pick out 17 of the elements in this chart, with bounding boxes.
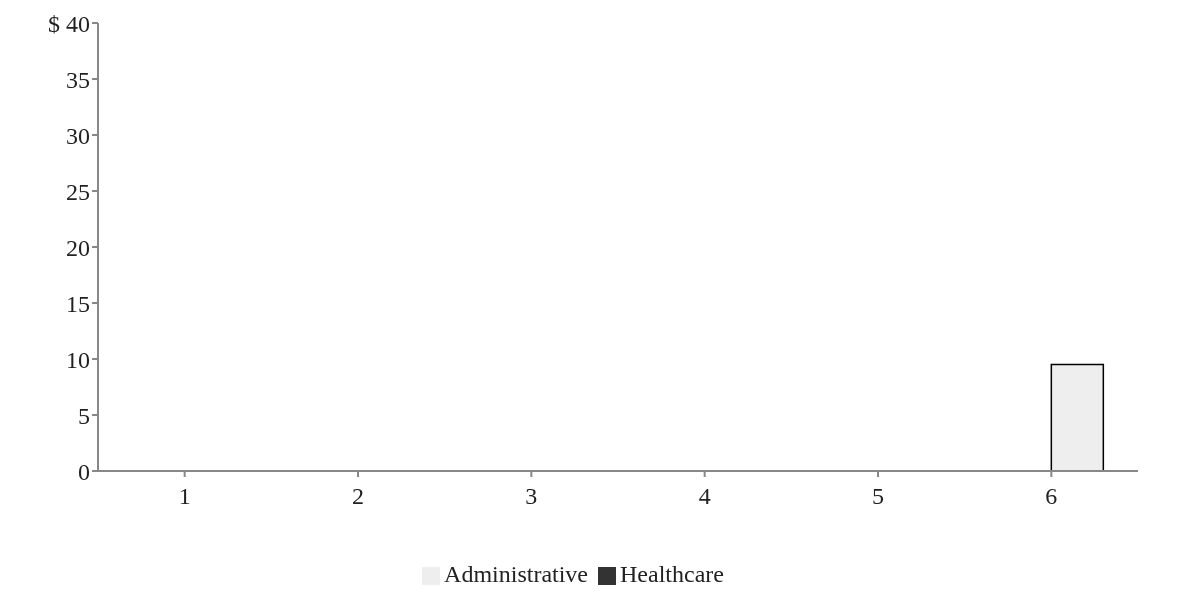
x-tick-label: 3 [525,483,538,510]
x-tick-label: 6 [1045,483,1058,510]
y-tick-label: 10 [66,346,90,373]
legend-label: Administrative [444,561,589,587]
x-tick-label: 2 [352,483,364,510]
x-tick-label: 5 [872,483,884,510]
y-tick-label: 20 [66,234,90,261]
x-tick-label: 1 [178,483,191,510]
y-tick-label: 30 [66,122,90,149]
x-tick-label: 4 [698,483,711,510]
legend-label: Healthcare [620,561,724,587]
y-tick-label: 0 [78,458,90,485]
y-tick-label: 35 [66,66,90,93]
y-tick-label: 15 [66,290,90,317]
y-tick-label: 5 [78,402,90,429]
y-tick-label: 25 [66,178,90,205]
y-tick-label: $ 40 [48,10,90,37]
